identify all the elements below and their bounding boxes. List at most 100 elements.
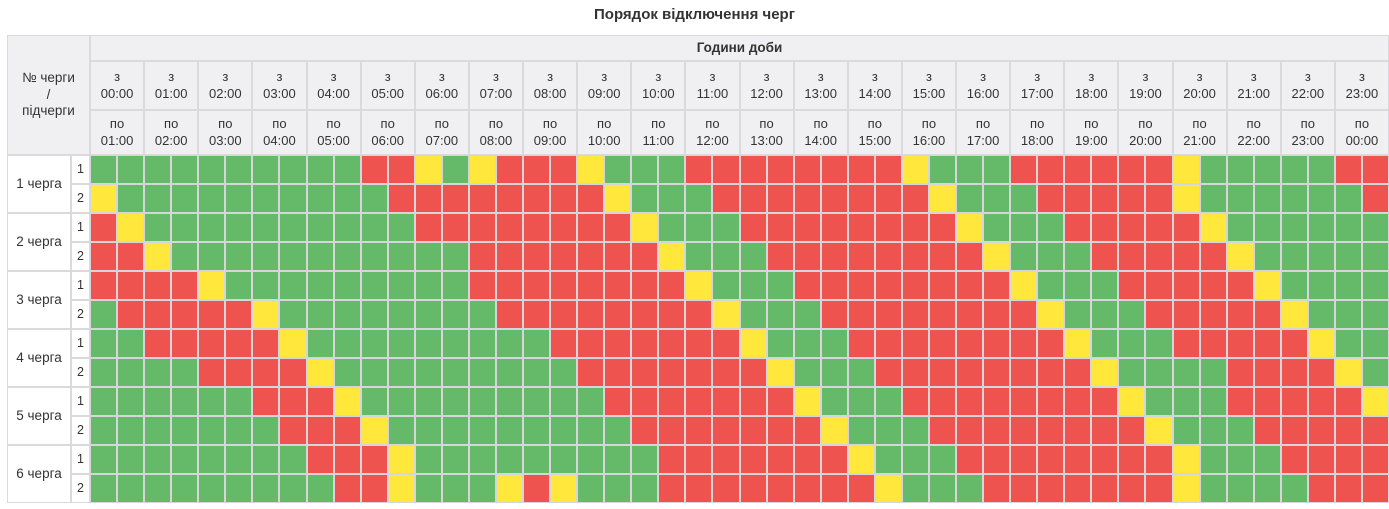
schedule-cell <box>847 184 875 213</box>
schedule-cell <box>793 271 821 300</box>
schedule-cell <box>631 329 659 358</box>
schedule-cell <box>956 416 984 445</box>
from-time: 18:00 <box>1075 85 1108 101</box>
schedule-cell <box>306 358 334 387</box>
schedule-cell <box>874 155 902 184</box>
to-prefix: по <box>759 116 774 132</box>
schedule-cell <box>658 184 686 213</box>
subqueue-label: 2 <box>71 358 90 387</box>
schedule-cell <box>495 271 523 300</box>
hour-from-header: з 05:00 <box>360 61 415 110</box>
schedule-cell <box>1226 300 1254 329</box>
schedule-cell <box>1199 242 1227 271</box>
to-prefix: по <box>542 116 558 132</box>
hour-from-header: з 08:00 <box>523 61 578 110</box>
schedule-cell <box>1334 474 1362 503</box>
schedule-cell <box>495 242 523 271</box>
schedule-cell <box>171 387 199 416</box>
schedule-cell <box>658 155 686 184</box>
schedule-cell <box>1010 213 1038 242</box>
schedule-cell <box>1361 474 1389 503</box>
schedule-cell <box>739 300 767 329</box>
schedule-cell <box>1280 242 1308 271</box>
hour-from-header: з 20:00 <box>1172 61 1227 110</box>
hour-from-header: з 13:00 <box>793 61 848 110</box>
hour-to-header: по 04:00 <box>252 110 307 155</box>
to-prefix: по <box>813 116 828 132</box>
schedule-cell <box>577 242 605 271</box>
schedule-cell <box>414 300 442 329</box>
schedule-cell <box>1172 242 1200 271</box>
queue-label: 5 черга <box>7 387 71 445</box>
schedule-cell <box>144 242 172 271</box>
schedule-cell <box>1010 271 1038 300</box>
schedule-cell <box>874 300 902 329</box>
schedule-cell <box>901 474 929 503</box>
schedule-cell <box>604 445 632 474</box>
schedule-cell <box>1118 155 1146 184</box>
to-time: 06:00 <box>371 132 404 148</box>
schedule-cell <box>874 242 902 271</box>
schedule-cell <box>1091 358 1119 387</box>
schedule-cell <box>1064 155 1092 184</box>
hour-from-header: з 02:00 <box>198 61 253 110</box>
schedule-cell <box>1199 387 1227 416</box>
schedule-cell <box>171 271 199 300</box>
schedule-cell <box>495 358 523 387</box>
schedule-cell <box>685 155 713 184</box>
schedule-cell <box>90 474 118 503</box>
from-time: 07:00 <box>479 85 513 101</box>
schedule-cell <box>739 213 767 242</box>
schedule-cell <box>360 358 388 387</box>
schedule-cell <box>225 155 253 184</box>
schedule-cell <box>117 300 145 329</box>
schedule-cell <box>631 155 659 184</box>
schedule-cell <box>360 387 388 416</box>
schedule-cell <box>117 387 145 416</box>
schedule-cell <box>1226 213 1254 242</box>
hour-from-header: з 15:00 <box>901 61 956 110</box>
from-prefix: з <box>817 69 824 85</box>
schedule-cell <box>1091 271 1119 300</box>
schedule-cell <box>847 242 875 271</box>
schedule-cell <box>441 271 469 300</box>
hour-from-header: з 14:00 <box>847 61 902 110</box>
schedule-cell <box>523 184 551 213</box>
hour-to-header: по 07:00 <box>414 110 469 155</box>
schedule-cell <box>1334 271 1362 300</box>
schedule-cell <box>1226 271 1254 300</box>
schedule-cell <box>1172 184 1200 213</box>
schedule-cell <box>1145 387 1173 416</box>
schedule-cell <box>198 387 226 416</box>
schedule-cell <box>1334 300 1362 329</box>
schedule-cell <box>279 358 307 387</box>
schedule-cell <box>712 271 740 300</box>
schedule-cell <box>847 329 875 358</box>
schedule-cell <box>766 358 794 387</box>
schedule-cell <box>523 213 551 242</box>
schedule-cell <box>387 387 415 416</box>
schedule-cell <box>252 474 280 503</box>
schedule-cell <box>1010 358 1038 387</box>
schedule-cell <box>793 416 821 445</box>
schedule-cell <box>1172 387 1200 416</box>
schedule-cell <box>820 445 848 474</box>
schedule-cell <box>414 155 442 184</box>
from-time: 20:00 <box>1183 85 1216 101</box>
schedule-table: № черги / підчерги Години доби з 00:00 по 01:… <box>7 35 1389 503</box>
schedule-cell <box>550 271 578 300</box>
subqueue-label: 1 <box>71 329 90 358</box>
schedule-cell <box>820 300 848 329</box>
schedule-cell <box>577 300 605 329</box>
schedule-cell <box>712 329 740 358</box>
schedule-cell <box>252 358 280 387</box>
schedule-cell <box>1010 184 1038 213</box>
to-time: 20:00 <box>1129 132 1162 148</box>
schedule-cell <box>658 242 686 271</box>
schedule-cell <box>983 474 1011 503</box>
to-time: 10:00 <box>587 132 621 148</box>
schedule-cell <box>956 474 984 503</box>
to-prefix: по <box>434 116 449 132</box>
schedule-cell <box>956 184 984 213</box>
schedule-cell <box>766 329 794 358</box>
